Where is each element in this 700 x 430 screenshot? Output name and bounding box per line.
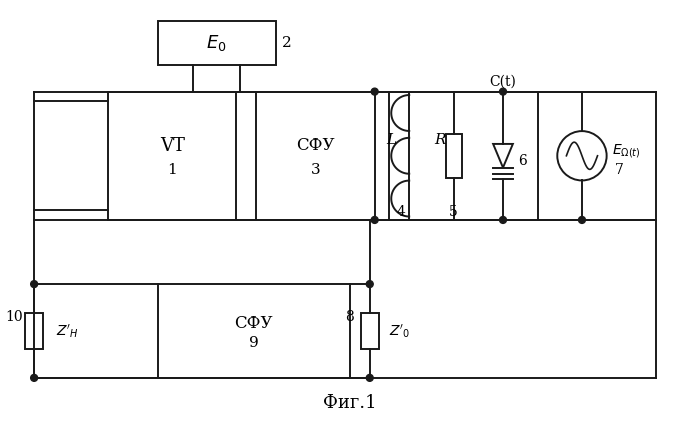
Text: 9: 9 — [249, 336, 258, 350]
Text: R: R — [434, 133, 446, 147]
Text: 5: 5 — [449, 205, 458, 219]
Circle shape — [500, 216, 507, 224]
Text: L: L — [386, 133, 396, 147]
Text: 2: 2 — [282, 36, 292, 50]
Text: СФУ: СФУ — [234, 315, 273, 332]
Text: $E_0$: $E_0$ — [206, 33, 227, 53]
Text: C(t): C(t) — [489, 75, 517, 89]
Bar — [361, 313, 379, 349]
Circle shape — [371, 216, 378, 224]
Circle shape — [366, 281, 373, 288]
Circle shape — [366, 375, 373, 381]
Text: 8: 8 — [346, 310, 354, 324]
Text: 4: 4 — [397, 205, 406, 219]
Text: 1: 1 — [167, 163, 177, 177]
Bar — [108, 92, 237, 220]
Bar — [389, 92, 538, 220]
Text: $E_{\Omega(t)}$: $E_{\Omega(t)}$ — [612, 142, 640, 160]
Text: $Z'_0$: $Z'_0$ — [389, 322, 411, 340]
Text: Фиг.1: Фиг.1 — [323, 393, 377, 412]
Bar — [256, 92, 374, 220]
Bar — [158, 284, 350, 378]
Text: $Z'_H$: $Z'_H$ — [56, 322, 79, 340]
Text: СФУ: СФУ — [296, 138, 335, 154]
Circle shape — [500, 88, 507, 95]
Bar — [158, 21, 276, 65]
Circle shape — [31, 281, 38, 288]
Text: VT: VT — [160, 137, 185, 155]
Circle shape — [371, 88, 378, 95]
Bar — [25, 313, 43, 349]
Text: 7: 7 — [615, 163, 624, 177]
Bar — [446, 134, 461, 178]
Circle shape — [578, 216, 585, 224]
Circle shape — [31, 375, 38, 381]
Text: 3: 3 — [311, 163, 321, 177]
Text: 10: 10 — [6, 310, 23, 324]
Text: 6: 6 — [518, 154, 526, 168]
